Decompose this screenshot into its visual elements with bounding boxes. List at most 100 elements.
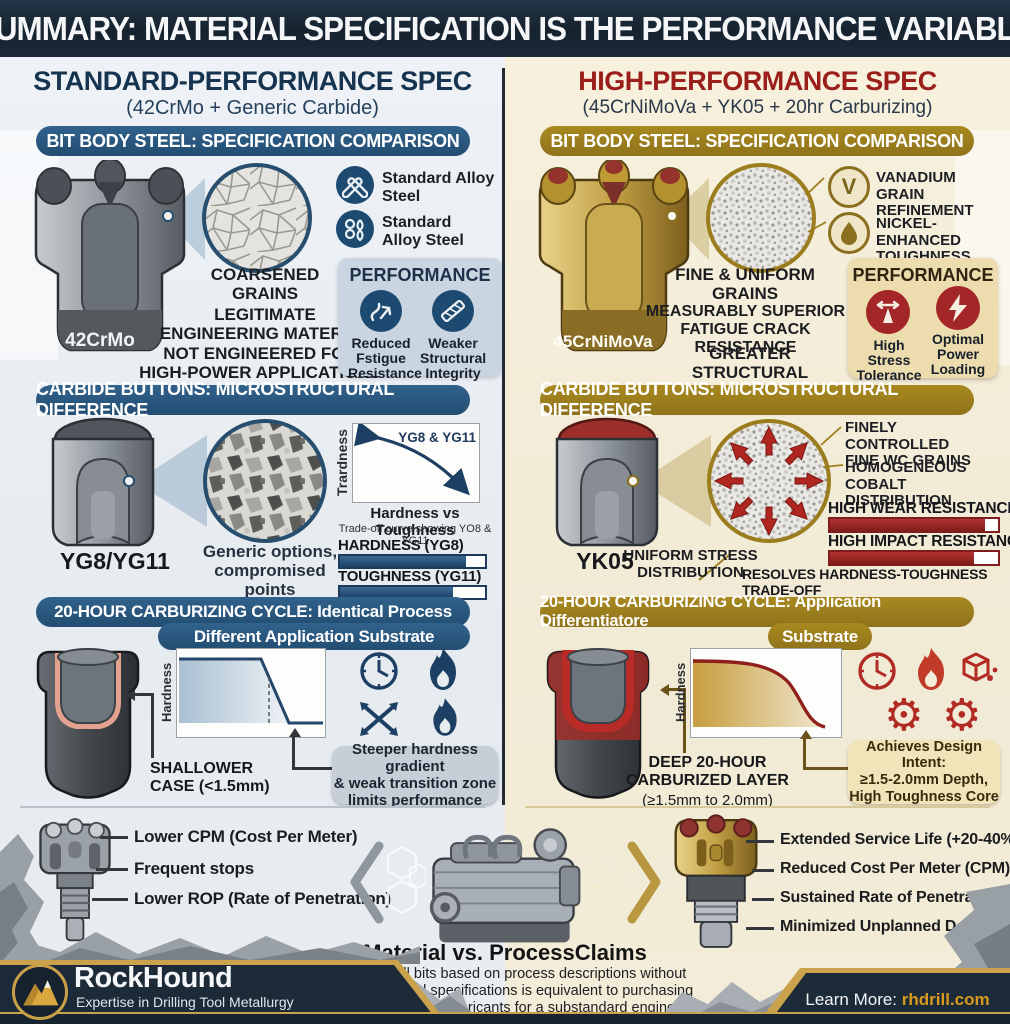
right-outcome-line-1: [746, 840, 774, 843]
tradeoff-ylabel: Trardness: [334, 429, 350, 496]
left-feature1-label: Standard Alloy Steel: [382, 170, 495, 205]
vanadium-icon: V: [828, 166, 870, 208]
deep-layer-label-bold: DEEP 20-HOUR CARBURIZED LAYER: [626, 754, 789, 790]
hex-pattern-right: [586, 845, 626, 915]
premium-bit-small-art: [674, 814, 758, 948]
left-carbide-caption: Generic options, compromised points: [202, 542, 338, 600]
right-graph-ylabel: Hardness: [673, 662, 688, 722]
hardness-bar: [338, 554, 487, 569]
right-outcome-2: Reduced Cost Per Meter (CPM): [780, 860, 1010, 877]
left-drill-bit-art: [34, 160, 312, 352]
hex-pattern-left: [386, 845, 426, 915]
nickel-droplet-icon: [828, 212, 870, 254]
standard-bit-small-art: [39, 818, 111, 942]
left-hardness-graph: [176, 648, 326, 738]
left-material-label: 42CrMo: [65, 330, 135, 351]
impact-bar-fill: [830, 552, 975, 564]
right-bit-body-header: BIT BODY STEEL: SPECIFICATION COMPARISON: [540, 126, 974, 156]
tradeoff-legend: YG8 & YG11: [398, 430, 476, 445]
left-spec-title: STANDARD-PERFORMANCE SPEC: [33, 66, 472, 96]
right-carburizing-header-line1: 20-HOUR CARBURIZING CYCLE: Application D…: [540, 593, 974, 630]
left-carburizing-note: Steeper hardness gradient & weak transit…: [332, 740, 498, 810]
learn-more: Learn More: rhdrill.com: [795, 990, 1000, 1010]
left-carburized-part-art: [36, 648, 140, 799]
shallow-case-label: SHALLOWER CASE (<1.5mm): [150, 760, 270, 796]
brand-tagline: Expertise in Drilling Tool Metallurgy: [76, 994, 294, 1010]
rocks-above-footer: [0, 932, 420, 964]
left-carbide-material-label: YG8/YG11: [60, 548, 170, 574]
flame-icon-left-1: [430, 648, 456, 690]
right-hardness-graph: [690, 648, 842, 738]
gear-icon-1: ⚙: [884, 690, 924, 741]
column-divider: [502, 68, 505, 805]
left-note-connector: [292, 737, 335, 770]
clock-icon-right: [858, 652, 896, 690]
stress-distribution-note: UNIFORM STRESS DISTRIBUTION: [623, 547, 758, 581]
weak-beam-icon: [432, 290, 474, 332]
right-spec-subtitle: (45CrNiMoVa + YK05 + 20hr Carburizing): [582, 97, 933, 118]
cobalt-callout: HOMOGENEOUS COBALT DISTRIBUTION: [845, 459, 967, 509]
left-carbide-header: CARBIDE BUTTONS: MICROSTRUCTURAL DIFFERE…: [36, 379, 470, 420]
left-bit-body-header: BIT BODY STEEL: SPECIFICATION COMPARISON: [36, 126, 470, 156]
footer-bottom-strip: [0, 1012, 1010, 1024]
left-perf1-label: Reduced Fstigue Resistance: [348, 335, 422, 382]
rockhound-logo: [12, 964, 68, 1020]
left-spec-subtitle: (42CrMo + Generic Carbide): [126, 97, 379, 119]
deep-layer-label-range: (≥1.5mm to 2.0mm): [642, 792, 773, 809]
brand-name: RockHound: [74, 962, 233, 994]
resolves-tradeoff-note: RESOLVES HARDNESS-TOUGHNESS TRADE-OFF: [742, 566, 988, 598]
left-outcome-line-3: [92, 898, 128, 901]
page-title: SUMMARY: MATERIAL SPECIFICATION IS THE P…: [0, 9, 1010, 47]
gear-icon-2: ⚙: [942, 690, 982, 741]
wear-bar-label: HIGH WEAR RESISTANCE: [828, 500, 1010, 517]
chevron-right-icon: [627, 841, 661, 924]
tradeoff-chart: [352, 421, 480, 503]
right-carburizing-header-line2: Substrate: [768, 623, 872, 650]
flame-icon-right: [918, 648, 944, 690]
fatigue-icon: [360, 290, 402, 332]
left-grains-note: COARSENED GRAINS: [210, 265, 320, 304]
title-bar: SUMMARY: MATERIAL SPECIFICATION IS THE P…: [0, 0, 1010, 57]
left-feature2-label: Standard Alloy Steel: [382, 214, 464, 249]
right-perf2-label: Optimal Power Loading: [930, 331, 986, 378]
crossed-tools-icon: [336, 166, 374, 204]
fragmenting-box-icon: [962, 652, 998, 682]
toughness-bar-label: TOUGHNESS (YG11): [338, 568, 482, 585]
stress-tolerance-icon: [866, 290, 910, 334]
left-outcome-2: Frequent stops: [134, 859, 254, 878]
learn-more-link[interactable]: rhdrill.com: [901, 990, 990, 1009]
hardness-bar-fill: [340, 556, 467, 567]
right-graph-arrowhead: [800, 730, 812, 739]
left-outcome-3: Lower ROP (Rate of Penetration): [134, 889, 392, 908]
right-drill-bit-art: [538, 160, 827, 352]
impact-bar-label: HIGH IMPACT RESISTANCE: [828, 533, 1010, 550]
right-carbide-header: CARBIDE BUTTONS: MICROSTRUCTURAL DIFFERE…: [540, 379, 974, 420]
droplets-icon: [336, 210, 374, 248]
tradeoff-title: Hardness vs Toughness: [370, 505, 460, 539]
chevron-left-icon: [350, 841, 384, 924]
left-outcome-line-1: [100, 836, 128, 839]
rocks-left-edge: [0, 834, 48, 962]
hardness-bar-label: HARDNESS (YG8): [338, 537, 464, 554]
right-feature1-label: VANADIUM GRAIN REFINEMENT: [876, 169, 974, 219]
right-note-connector: [803, 739, 851, 770]
case-arrowhead: [126, 689, 135, 701]
right-performance-title: PERFORMANCE: [852, 265, 994, 285]
right-carburized-part-art: [546, 648, 650, 799]
left-bottom-divider: [20, 806, 485, 808]
right-carbide-button-art: [555, 417, 844, 581]
right-carburizing-note: Achieves Design Intent: ≥1.5-2.0mm Depth…: [848, 738, 1000, 805]
left-carburizing-header-line1: 20-HOUR CARBURIZING CYCLE: Identical Pro…: [36, 597, 470, 627]
footer-left-panel: [0, 960, 448, 1024]
left-outcome-line-2: [96, 868, 128, 871]
left-material-note: LEGITIMATE ENGINEERING MATERIAL: [159, 305, 371, 344]
wc-grains-callout: FINELY CONTROLLED FINE WC GRAINS: [845, 419, 971, 469]
clock-icon-left: [360, 652, 398, 690]
tradeoff-subtitle: Trade-off curve showing YO8 & YG11: [338, 523, 492, 547]
right-carbide-material-label: YK05: [576, 548, 634, 574]
left-carburizing-header-line2: Different Application Substrate: [158, 623, 470, 650]
right-spec-title: HIGH-PERFORMANCE SPEC: [578, 66, 937, 96]
mountain-icon: [23, 980, 59, 1006]
footer-right-panel: [760, 968, 1010, 1024]
